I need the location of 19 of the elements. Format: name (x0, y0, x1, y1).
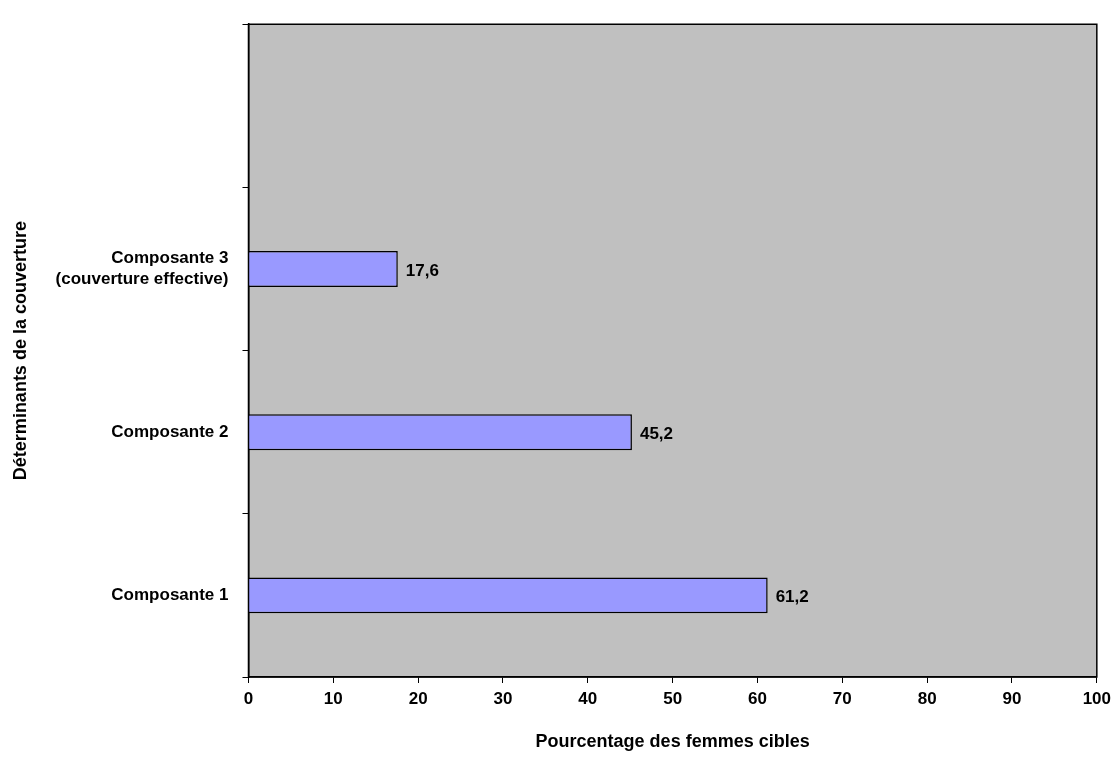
y-axis-title: Déterminants de la couverture (9, 221, 30, 481)
x-tick-label: 100 (1082, 688, 1112, 708)
data-label: 45,2 (639, 423, 674, 443)
y-tick-label: Composante 2 (111, 421, 229, 441)
x-axis-title: Pourcentage des femmes cibles (535, 731, 810, 752)
x-tick-label: 50 (663, 688, 683, 708)
x-tick-label: 30 (493, 688, 513, 708)
y-tick-label: Composante 1 (111, 585, 229, 605)
x-tick-label: 60 (748, 688, 767, 708)
x-tick-label: 70 (832, 688, 852, 708)
y-tick-label: Composante 3 (couverture effective) (55, 248, 229, 288)
x-tick-label: 10 (323, 688, 343, 708)
x-tick-label: 40 (578, 688, 598, 708)
x-tick-label: 90 (1002, 688, 1022, 708)
x-tick-label: 0 (243, 688, 254, 708)
x-tick-label: 20 (408, 688, 428, 708)
data-label: 61,2 (775, 587, 809, 607)
data-label: 17,6 (405, 260, 439, 280)
x-tick-label: 80 (917, 688, 937, 708)
